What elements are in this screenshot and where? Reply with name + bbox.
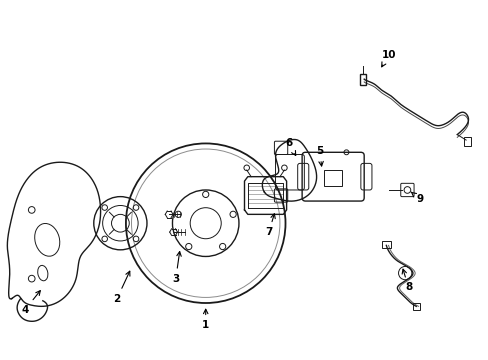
Text: 1: 1 [202,309,209,330]
Text: 4: 4 [21,291,40,315]
Bar [381,241,390,248]
Bar [324,170,341,185]
Text: 5: 5 [316,146,323,166]
Bar [463,137,469,146]
Text: 10: 10 [381,50,395,67]
Text: 6: 6 [285,139,295,156]
Text: 2: 2 [113,271,130,303]
Text: 9: 9 [410,192,422,204]
Bar [412,303,419,310]
Text: 8: 8 [401,269,411,292]
Bar [359,73,366,85]
Text: 3: 3 [172,252,181,284]
Text: 7: 7 [264,214,275,237]
